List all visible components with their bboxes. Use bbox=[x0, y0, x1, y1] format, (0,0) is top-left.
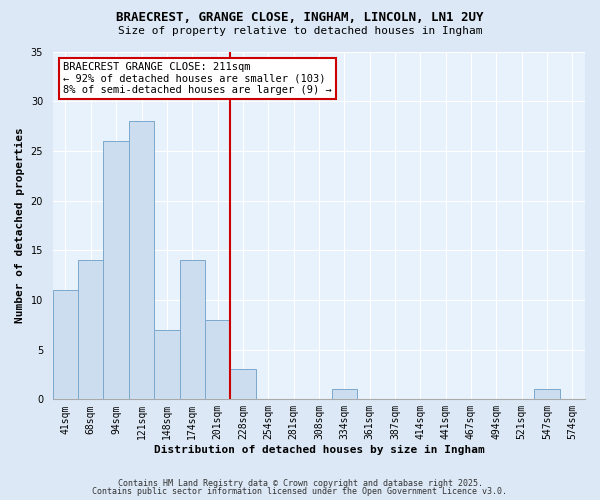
Bar bbox=[129, 121, 154, 400]
Bar bbox=[103, 141, 129, 400]
Text: BRAECREST, GRANGE CLOSE, INGHAM, LINCOLN, LN1 2UY: BRAECREST, GRANGE CLOSE, INGHAM, LINCOLN… bbox=[116, 11, 484, 24]
Text: Size of property relative to detached houses in Ingham: Size of property relative to detached ho… bbox=[118, 26, 482, 36]
Bar bbox=[53, 290, 78, 400]
Bar bbox=[535, 390, 560, 400]
Bar bbox=[205, 320, 230, 400]
Y-axis label: Number of detached properties: Number of detached properties bbox=[15, 128, 25, 324]
Text: BRAECREST GRANGE CLOSE: 211sqm
← 92% of detached houses are smaller (103)
8% of : BRAECREST GRANGE CLOSE: 211sqm ← 92% of … bbox=[64, 62, 332, 95]
Bar bbox=[230, 370, 256, 400]
Bar bbox=[332, 390, 357, 400]
Text: Contains HM Land Registry data © Crown copyright and database right 2025.: Contains HM Land Registry data © Crown c… bbox=[118, 478, 482, 488]
Bar bbox=[179, 260, 205, 400]
X-axis label: Distribution of detached houses by size in Ingham: Distribution of detached houses by size … bbox=[154, 445, 484, 455]
Bar bbox=[154, 330, 179, 400]
Bar bbox=[78, 260, 103, 400]
Text: Contains public sector information licensed under the Open Government Licence v3: Contains public sector information licen… bbox=[92, 487, 508, 496]
